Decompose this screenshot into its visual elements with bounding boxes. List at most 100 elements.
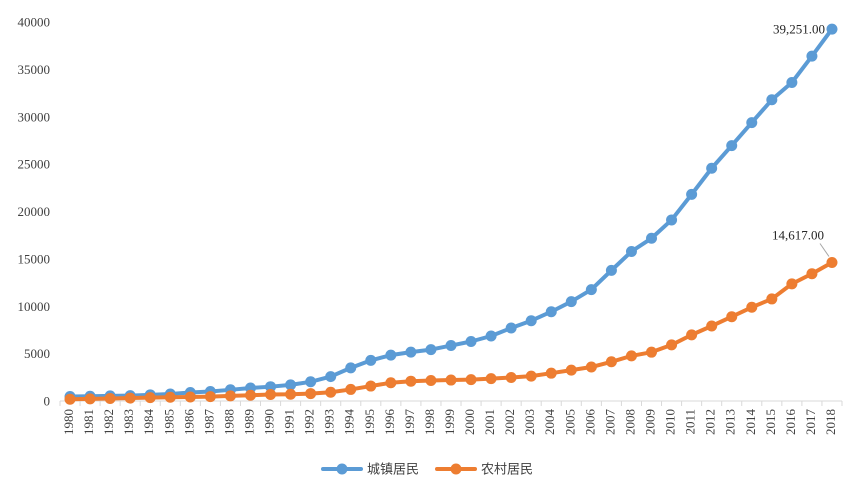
data-point	[385, 349, 397, 361]
x-tick-label: 2002	[502, 409, 517, 435]
data-point	[325, 371, 337, 383]
x-tick-label: 1982	[101, 409, 116, 435]
y-tick-label: 35000	[18, 62, 51, 77]
x-tick-label: 1994	[342, 409, 357, 436]
data-point	[826, 257, 838, 269]
data-point	[345, 383, 357, 395]
data-point	[565, 296, 577, 308]
data-point	[646, 232, 658, 244]
x-tick-label: 1991	[282, 409, 297, 435]
legend-label: 城镇居民	[367, 463, 419, 478]
x-tick-label: 2003	[522, 409, 537, 435]
data-point	[465, 335, 477, 347]
data-point	[726, 140, 738, 152]
x-axis-tick-marks	[59, 401, 843, 406]
x-tick-label: 2000	[462, 409, 477, 435]
series-2	[64, 257, 838, 405]
data-point	[425, 375, 437, 387]
data-point	[625, 350, 637, 362]
data-point	[445, 374, 457, 386]
data-point	[405, 375, 417, 387]
data-point	[244, 389, 256, 401]
data-point	[605, 356, 617, 368]
x-tick-label: 2018	[823, 409, 838, 435]
data-point	[585, 284, 597, 296]
data-point	[726, 311, 738, 323]
x-tick-label: 1980	[61, 409, 76, 435]
data-point	[265, 389, 277, 401]
y-tick-label: 40000	[18, 15, 51, 30]
legend-marker	[450, 463, 462, 475]
x-tick-label: 1983	[121, 409, 136, 435]
x-tick-label: 1986	[181, 409, 196, 436]
legend-marker	[336, 463, 348, 475]
data-point	[305, 376, 317, 388]
data-point	[666, 214, 678, 226]
x-tick-label: 1988	[221, 409, 236, 435]
data-point	[826, 23, 838, 35]
x-tick-label: 2005	[562, 409, 577, 435]
data-point	[706, 162, 718, 174]
x-tick-label: 2007	[602, 409, 617, 436]
legend-item: 农村居民	[435, 463, 533, 478]
data-point	[505, 372, 517, 384]
data-point	[345, 362, 357, 374]
data-point	[385, 377, 397, 389]
data-point	[766, 293, 778, 305]
data-point	[565, 364, 577, 376]
x-tick-label: 2004	[542, 409, 557, 436]
data-point	[265, 381, 277, 393]
x-tick-label: 2015	[763, 409, 778, 435]
data-point	[405, 346, 417, 358]
data-point	[144, 392, 156, 404]
legend: 城镇居民 农村居民	[321, 463, 533, 478]
data-point	[84, 393, 96, 405]
data-point	[806, 50, 818, 62]
x-tick-label: 1997	[402, 409, 417, 436]
data-point	[164, 391, 176, 403]
series-1	[64, 23, 838, 402]
legend-label: 农村居民	[481, 463, 533, 478]
x-tick-label: 2011	[683, 409, 698, 435]
x-tick-label: 2009	[642, 409, 657, 435]
y-tick-label: 25000	[18, 157, 51, 172]
data-point	[525, 315, 537, 327]
data-point	[686, 329, 698, 341]
series-layer	[64, 23, 838, 405]
x-tick-label: 1996	[382, 409, 397, 436]
data-point	[184, 391, 196, 403]
x-tick-label: 1998	[422, 409, 437, 435]
x-tick-label: 1995	[362, 409, 377, 435]
data-point	[746, 117, 758, 129]
end-value-label: 14,617.00	[772, 228, 824, 243]
data-point	[465, 374, 477, 386]
data-point	[646, 346, 658, 358]
label-leader-line	[819, 243, 830, 257]
y-tick-label: 30000	[18, 109, 51, 124]
data-point	[545, 306, 557, 318]
data-point	[365, 380, 377, 392]
x-tick-label: 2012	[703, 409, 718, 435]
data-point	[325, 386, 337, 398]
x-tick-label: 2017	[803, 409, 818, 436]
data-point	[806, 268, 818, 280]
data-point	[786, 278, 798, 290]
y-tick-label: 0	[44, 394, 51, 409]
x-tick-label: 1992	[302, 409, 317, 435]
data-point	[224, 390, 236, 402]
data-point	[425, 344, 437, 356]
x-tick-label: 1999	[442, 409, 457, 435]
x-tick-label: 1989	[241, 409, 256, 435]
data-point	[766, 94, 778, 106]
x-axis-tick-labels: 1980 1981 1982 1983 1984 1985 1986 1987 1988 1989…	[61, 409, 838, 436]
data-point	[285, 379, 297, 391]
y-tick-label: 10000	[18, 299, 51, 314]
data-point	[605, 264, 617, 276]
data-point	[285, 388, 297, 400]
data-point	[64, 393, 76, 405]
data-point	[124, 392, 136, 404]
x-tick-label: 1987	[201, 409, 216, 436]
x-tick-label: 2006	[582, 409, 597, 436]
data-point	[706, 320, 718, 332]
